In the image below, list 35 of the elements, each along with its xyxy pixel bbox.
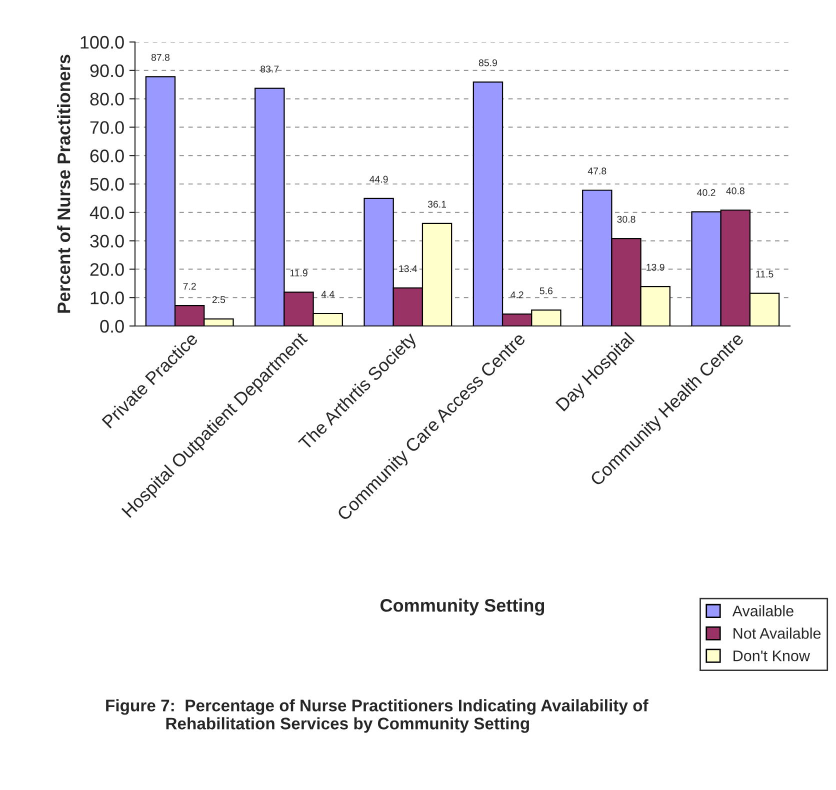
data-label: 5.6 [540,287,553,294]
data-label: 83.7 [260,66,279,72]
y-tick-label: 80.0 [90,92,124,106]
y-tick-label: 60.0 [90,150,124,162]
data-label: 30.8 [617,216,636,223]
legend-label: Don't Know [734,650,810,662]
legend-label: Available [732,605,794,616]
data-label: 40.2 [697,189,716,196]
y-tick-label: 90.0 [90,64,124,78]
caption: Figure 7: Percentage of Nurse Practitioners Indicating Availability of Rehabilitation Services by Community Setting [106,699,648,733]
y-tick-label: 100.0 [80,36,124,49]
y-tick-label: 0.0 [100,320,124,333]
y-tick-label: 30.0 [90,234,124,248]
y-tick-label: 70.0 [90,121,124,134]
y-tick-label: 10.0 [90,292,124,304]
data-label: 13.4 [399,265,418,272]
data-label: 36.1 [428,200,446,208]
y-tick-label: 20.0 [90,263,124,276]
data-label: 11.5 [756,270,774,278]
data-label: 2.5 [212,296,226,304]
y-axis-title: Percent of Nurse Practitioners [57,54,70,313]
data-label: 87.8 [151,54,170,61]
data-label: 4.4 [321,290,334,298]
data-label: 13.9 [646,264,664,271]
legend-label: Not Available [734,628,821,639]
data-label: 7.2 [183,282,196,290]
data-label: 44.9 [370,176,388,183]
y-tick-label: 40.0 [90,206,124,220]
data-label: 47.8 [588,168,606,174]
y-tick-label: 50.0 [90,178,124,191]
data-label: 40.8 [726,187,744,194]
data-label: 11.9 [290,270,308,276]
x-axis-title: Community Setting [380,598,544,616]
data-label: 85.9 [478,59,497,66]
data-label: 4.2 [510,291,524,298]
